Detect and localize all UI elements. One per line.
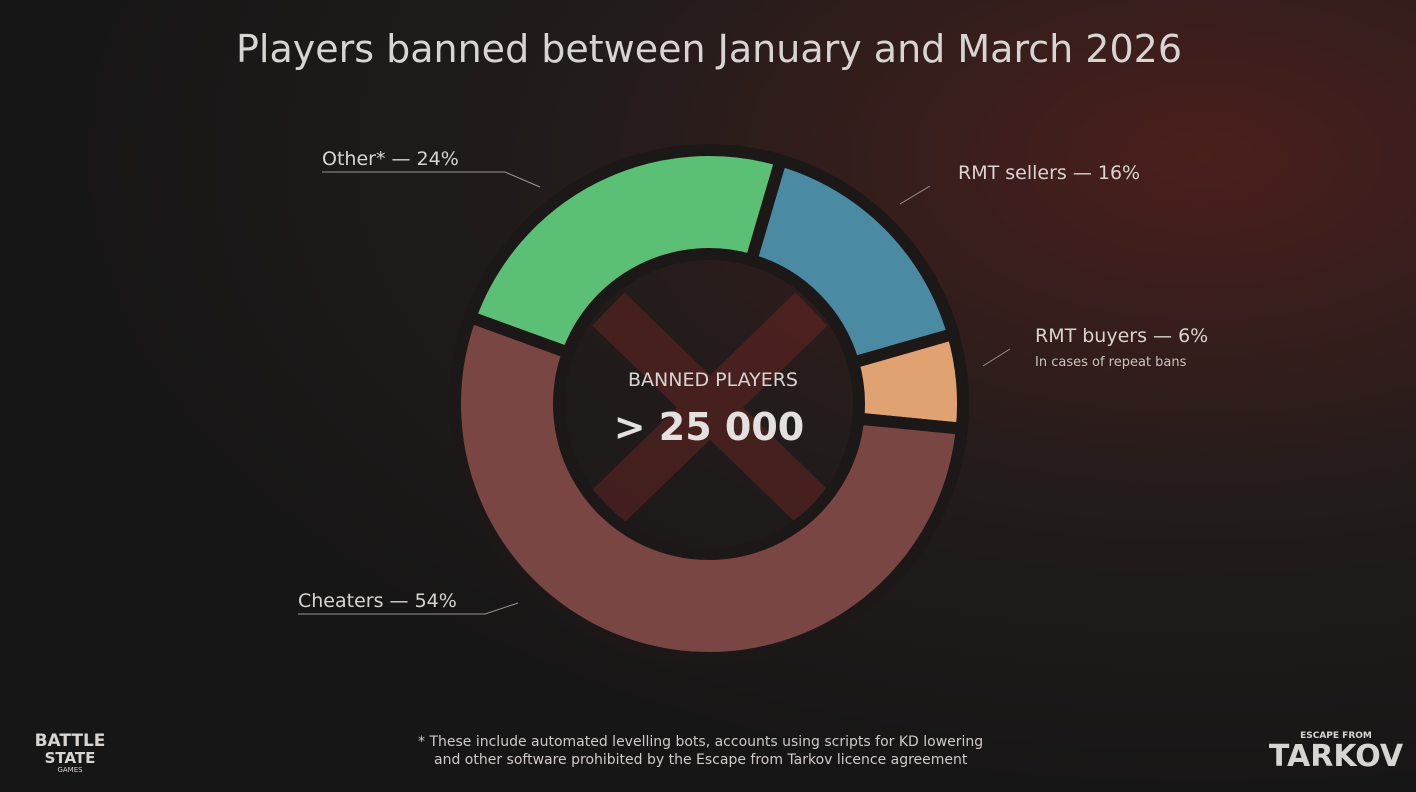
- segment-annotation: In cases of repeat bans: [1035, 355, 1187, 370]
- right-logo: ESCAPE FROM TARKOV: [1269, 731, 1404, 774]
- donut-segment: [743, 152, 961, 371]
- donut: [449, 144, 969, 664]
- footnote: and other software prohibited by the Esc…: [434, 752, 968, 768]
- center-cross: [592, 292, 828, 523]
- chart-title: Players banned between January and March…: [236, 27, 1182, 71]
- logo-text: STATE: [45, 749, 96, 767]
- logo-text: ESCAPE FROM: [1300, 731, 1372, 741]
- center-value: > 25 000: [614, 405, 805, 449]
- leader-line: [298, 602, 519, 615]
- leader-line: [322, 171, 541, 188]
- segment-label: Cheaters — 54%: [298, 590, 457, 612]
- donut-segment: [462, 144, 789, 361]
- leader-line: [899, 185, 931, 205]
- footnote: * These include automated levelling bots…: [418, 734, 983, 750]
- logo-text: BATTLE: [35, 731, 106, 751]
- segment-label: Other* — 24%: [322, 148, 459, 170]
- leader-line: [982, 348, 1011, 367]
- logo-text: TARKOV: [1269, 739, 1404, 774]
- center-label: BANNED PLAYERS: [628, 369, 798, 391]
- donut-segment: [449, 309, 969, 664]
- logo-text: GAMES: [57, 766, 83, 774]
- segment-label: RMT sellers — 16%: [958, 162, 1140, 184]
- left-logo: BATTLE STATE GAMES: [35, 731, 106, 774]
- segment-label: RMT buyers — 6%: [1035, 325, 1208, 347]
